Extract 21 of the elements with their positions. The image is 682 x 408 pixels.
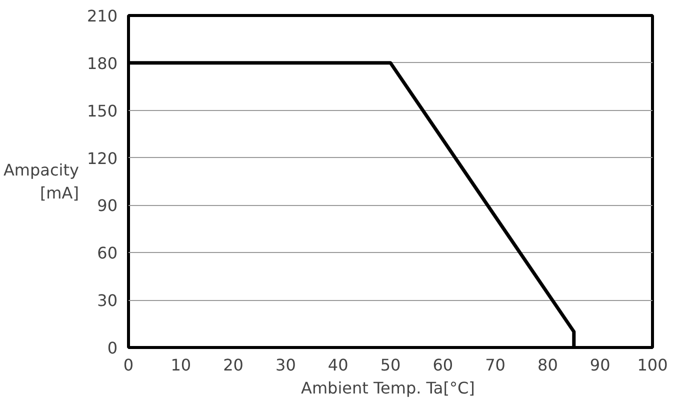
x-tick-label: 70 [485,356,506,374]
x-tick-label: 10 [170,356,192,374]
y-tick-label: 210 [86,6,118,26]
x-tick-label: 80 [538,356,558,374]
y-tick-label: 0 [107,338,118,358]
x-tick-label: 90 [590,356,610,374]
y-axis-title: Ampacity [mA] [3,160,79,202]
y-tick-label: 180 [86,54,118,73]
x-axis-title: Ambient Temp. Ta[°C] [301,378,475,398]
y-tick-label: 120 [86,148,118,168]
x-tick-label: 40 [328,356,348,374]
y-tick-label: 30 [97,291,118,310]
y-tick-label: 150 [86,101,118,120]
x-tick-label: 30 [276,356,296,374]
y-tick-label: 90 [97,196,118,216]
x-tick-label: 50 [380,356,401,374]
x-tick-label: 20 [223,356,244,374]
y-tick-label: 60 [97,244,118,263]
x-tick-label: 100 [637,356,668,374]
x-tick-label: 0 [123,356,134,374]
x-tick-label: 60 [432,356,454,374]
